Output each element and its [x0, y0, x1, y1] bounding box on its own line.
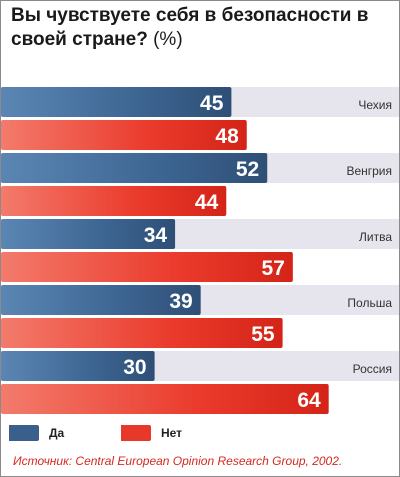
data-label-yes: 39	[169, 290, 192, 313]
chart-legend: Да Нет	[1, 421, 399, 447]
source-note: Источник: Central European Opinion Resea…	[13, 454, 343, 468]
data-label-yes: 52	[236, 158, 259, 181]
data-label-no: 55	[251, 323, 275, 346]
data-label-no: 64	[297, 389, 321, 412]
bar-chart: 45 48 Чехия 52 44 Венгрия 34 57 Литва 39 55 Польша 3…	[1, 87, 399, 414]
category-label: Чехия	[358, 98, 392, 112]
category-label: Литва	[359, 230, 392, 244]
bar-yes	[1, 87, 232, 117]
chart-title: Вы чувствуете себя в безопасности в свое…	[11, 4, 391, 52]
bar-no	[1, 252, 293, 282]
data-label-yes: 30	[123, 356, 146, 379]
data-label-no: 57	[261, 257, 284, 280]
bar-no	[1, 318, 283, 348]
bar-no	[1, 384, 329, 414]
data-label-yes: 34	[144, 224, 168, 247]
legend-label-no: Нет	[161, 426, 183, 440]
legend-swatch-no	[121, 425, 151, 441]
data-label-no: 44	[195, 191, 219, 214]
category-label: Венгрия	[346, 164, 392, 178]
chart-title-unit: (%)	[153, 29, 183, 50]
chart-title-text: Вы чувствуете себя в безопасности в свое…	[11, 5, 369, 50]
bar-no	[1, 120, 247, 150]
data-label-yes: 45	[200, 92, 224, 115]
bar-no	[1, 186, 227, 216]
bar-yes	[1, 285, 201, 315]
legend-label-yes: Да	[49, 426, 65, 440]
bar-yes	[1, 219, 176, 249]
data-label-no: 48	[215, 125, 239, 148]
bar-yes	[1, 153, 268, 183]
bar-yes	[1, 351, 155, 381]
legend-swatch-yes	[9, 425, 39, 441]
category-label: Россия	[353, 362, 392, 376]
category-label: Польша	[347, 296, 392, 310]
